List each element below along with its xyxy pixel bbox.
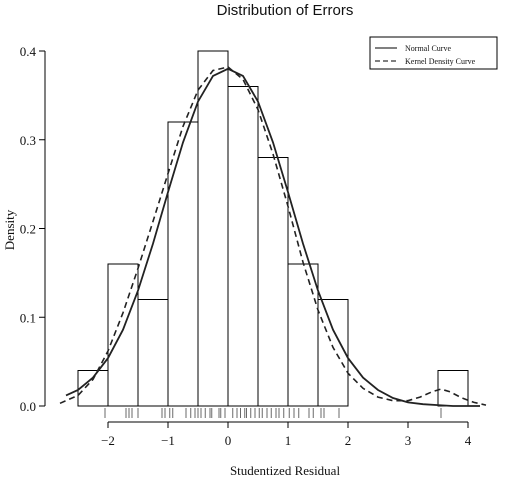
axes: 0.0 0.1 0.2 0.3 0.4 −2 −1 0 1 2 3 4 [20, 44, 472, 448]
normal-curve [65, 67, 480, 407]
y-tick-label-2: 0.2 [20, 222, 36, 237]
x-tick-label-1: −1 [161, 433, 175, 448]
x-axis-label: Studentized Residual [230, 463, 341, 478]
x-tick-label-4: 2 [345, 433, 352, 448]
rug-plot [104, 408, 442, 418]
x-tick-label-3: 1 [285, 433, 292, 448]
legend-label-kernel-density-curve: Kernel Density Curve [405, 57, 476, 66]
y-axis-label: Density [2, 209, 17, 250]
chart-legend: Normal Curve Kernel Density Curve [369, 36, 498, 70]
histogram-bar-8 [317, 299, 349, 407]
legend-label-normal-curve: Normal Curve [405, 44, 451, 53]
kernel-density-curve [59, 66, 487, 406]
y-tick-label-4: 0.4 [20, 44, 37, 59]
y-tick-label-3: 0.3 [20, 133, 36, 148]
x-tick-label-5: 3 [405, 433, 412, 448]
x-tick-label-6: 4 [465, 433, 472, 448]
legend-box [369, 36, 498, 70]
chart-title: Distribution of Errors [217, 2, 354, 19]
y-tick-label-0: 0.0 [20, 399, 36, 414]
x-tick-label-0: −2 [101, 433, 115, 448]
density-curves [59, 66, 487, 407]
y-tick-label-1: 0.1 [20, 310, 36, 325]
histogram-bars [77, 50, 469, 407]
x-tick-label-2: 0 [225, 433, 232, 448]
